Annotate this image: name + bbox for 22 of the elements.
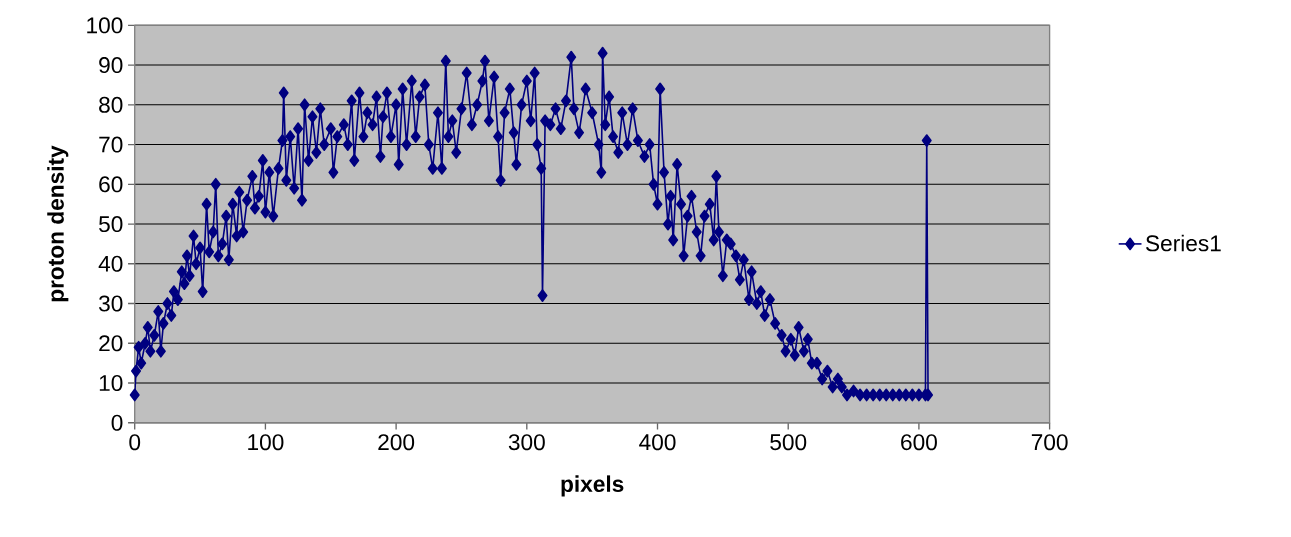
- x-axis-title: pixels: [561, 475, 624, 497]
- x-tick-label: 300: [508, 433, 545, 450]
- y-tick-label: 0: [111, 414, 123, 431]
- x-tick-label: 500: [770, 433, 807, 450]
- x-tick-label: 0: [129, 433, 141, 450]
- y-tick-label: 60: [99, 176, 123, 193]
- x-tick-label: 400: [639, 433, 676, 450]
- y-tick-label: 80: [99, 96, 123, 113]
- x-tick-label: 100: [248, 433, 284, 450]
- x-tick-label: 600: [901, 433, 937, 450]
- y-axis-title: proton density: [47, 145, 69, 302]
- x-tick-label: 700: [1031, 433, 1068, 450]
- y-tick-label: 70: [99, 136, 123, 153]
- y-tick-label: 40: [98, 255, 123, 272]
- y-tick-label: 20: [99, 335, 123, 352]
- y-tick-label: 10: [99, 374, 123, 391]
- y-tick-label: 30: [98, 295, 123, 312]
- legend-label: Series1: [1145, 234, 1221, 252]
- y-tick-label: 100: [87, 17, 123, 34]
- y-tick-label: 90: [99, 56, 123, 73]
- x-tick-label: 200: [378, 433, 415, 450]
- y-tick-label: 50: [99, 215, 123, 232]
